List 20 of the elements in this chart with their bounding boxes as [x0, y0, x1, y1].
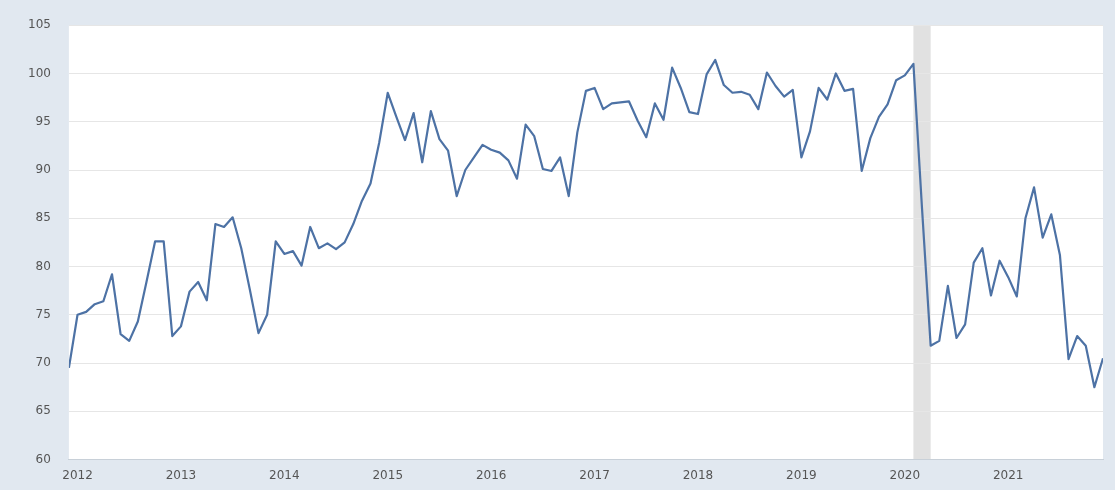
x-tick-label: 2015: [372, 467, 404, 482]
y-tick-label: 75: [35, 306, 51, 321]
y-tick-label: 65: [35, 403, 51, 418]
x-tick-label: 2012: [62, 467, 93, 482]
x-tick-label: 2013: [165, 467, 197, 482]
x-tick-label: 2019: [786, 467, 817, 482]
y-tick-label: 95: [35, 113, 51, 128]
x-tick-label: 2014: [269, 467, 300, 482]
x-tick-label: 2020: [889, 467, 921, 482]
x-tick-label: 2018: [682, 467, 714, 482]
y-tick-label: 105: [28, 17, 51, 32]
y-tick-label: 100: [28, 65, 51, 80]
y-tick-label: 60: [35, 451, 51, 466]
x-tick-label: 2021: [992, 467, 1024, 482]
y-tick-label: 90: [35, 162, 51, 177]
y-tick-label: 70: [35, 355, 51, 370]
x-tick-label: 2017: [579, 467, 610, 482]
y-tick-label: 85: [35, 210, 51, 225]
y-tick-label: 80: [35, 258, 51, 273]
x-tick-label: 2016: [475, 467, 507, 482]
